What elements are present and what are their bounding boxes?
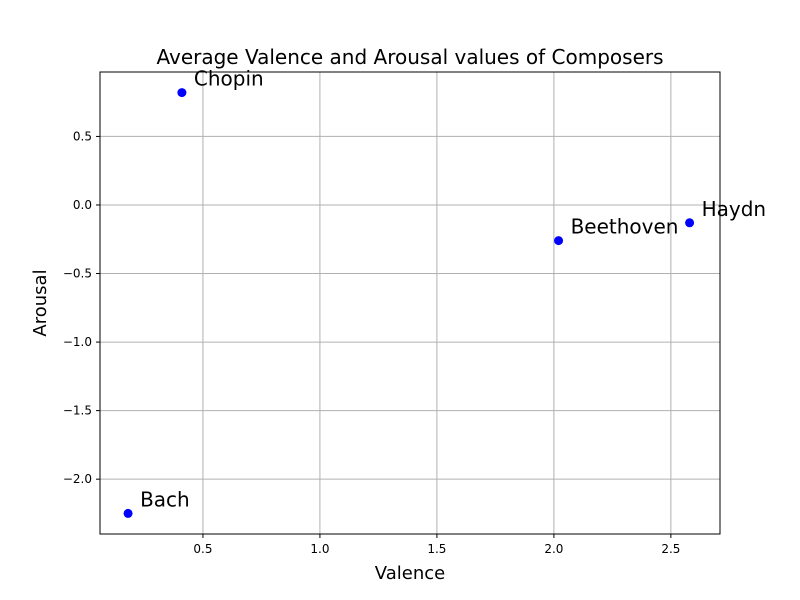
plot-frame (99, 71, 721, 535)
y-tick-label: −1.5 (63, 404, 92, 418)
x-axis-label: Valence (375, 563, 445, 584)
grid-layer (100, 72, 720, 534)
y-tick-label: −0.5 (63, 267, 92, 281)
y-tick-label: 0.0 (73, 198, 92, 212)
point-label: Chopin (194, 67, 264, 91)
tick-layer: 0.5 1.0 1.5 2.0 2.5 −2.0 −1.5 −1.0 −0.5 0.0 0.5 (63, 129, 681, 556)
x-tick-label: 1.0 (310, 542, 329, 556)
data-point (554, 236, 564, 246)
point-label: Bach (140, 487, 190, 511)
x-tick-label: 2.0 (544, 542, 563, 556)
y-axis-label: Arousal (30, 269, 51, 336)
data-point (123, 508, 133, 518)
y-tick-label: −1.0 (63, 335, 92, 349)
x-tick-label: 2.5 (661, 542, 680, 556)
point-label: Haydn (702, 197, 767, 221)
point-layer: Chopin Beethoven Haydn Bach (123, 67, 767, 518)
x-tick-label: 1.5 (427, 542, 446, 556)
data-point (177, 88, 187, 98)
x-tick-label: 0.5 (193, 542, 212, 556)
y-tick-label: 0.5 (73, 129, 92, 143)
data-point (685, 218, 695, 228)
chart-title: Average Valence and Arousal values of Co… (156, 45, 663, 69)
point-label: Beethoven (571, 215, 679, 239)
y-tick-label: −2.0 (63, 472, 92, 486)
